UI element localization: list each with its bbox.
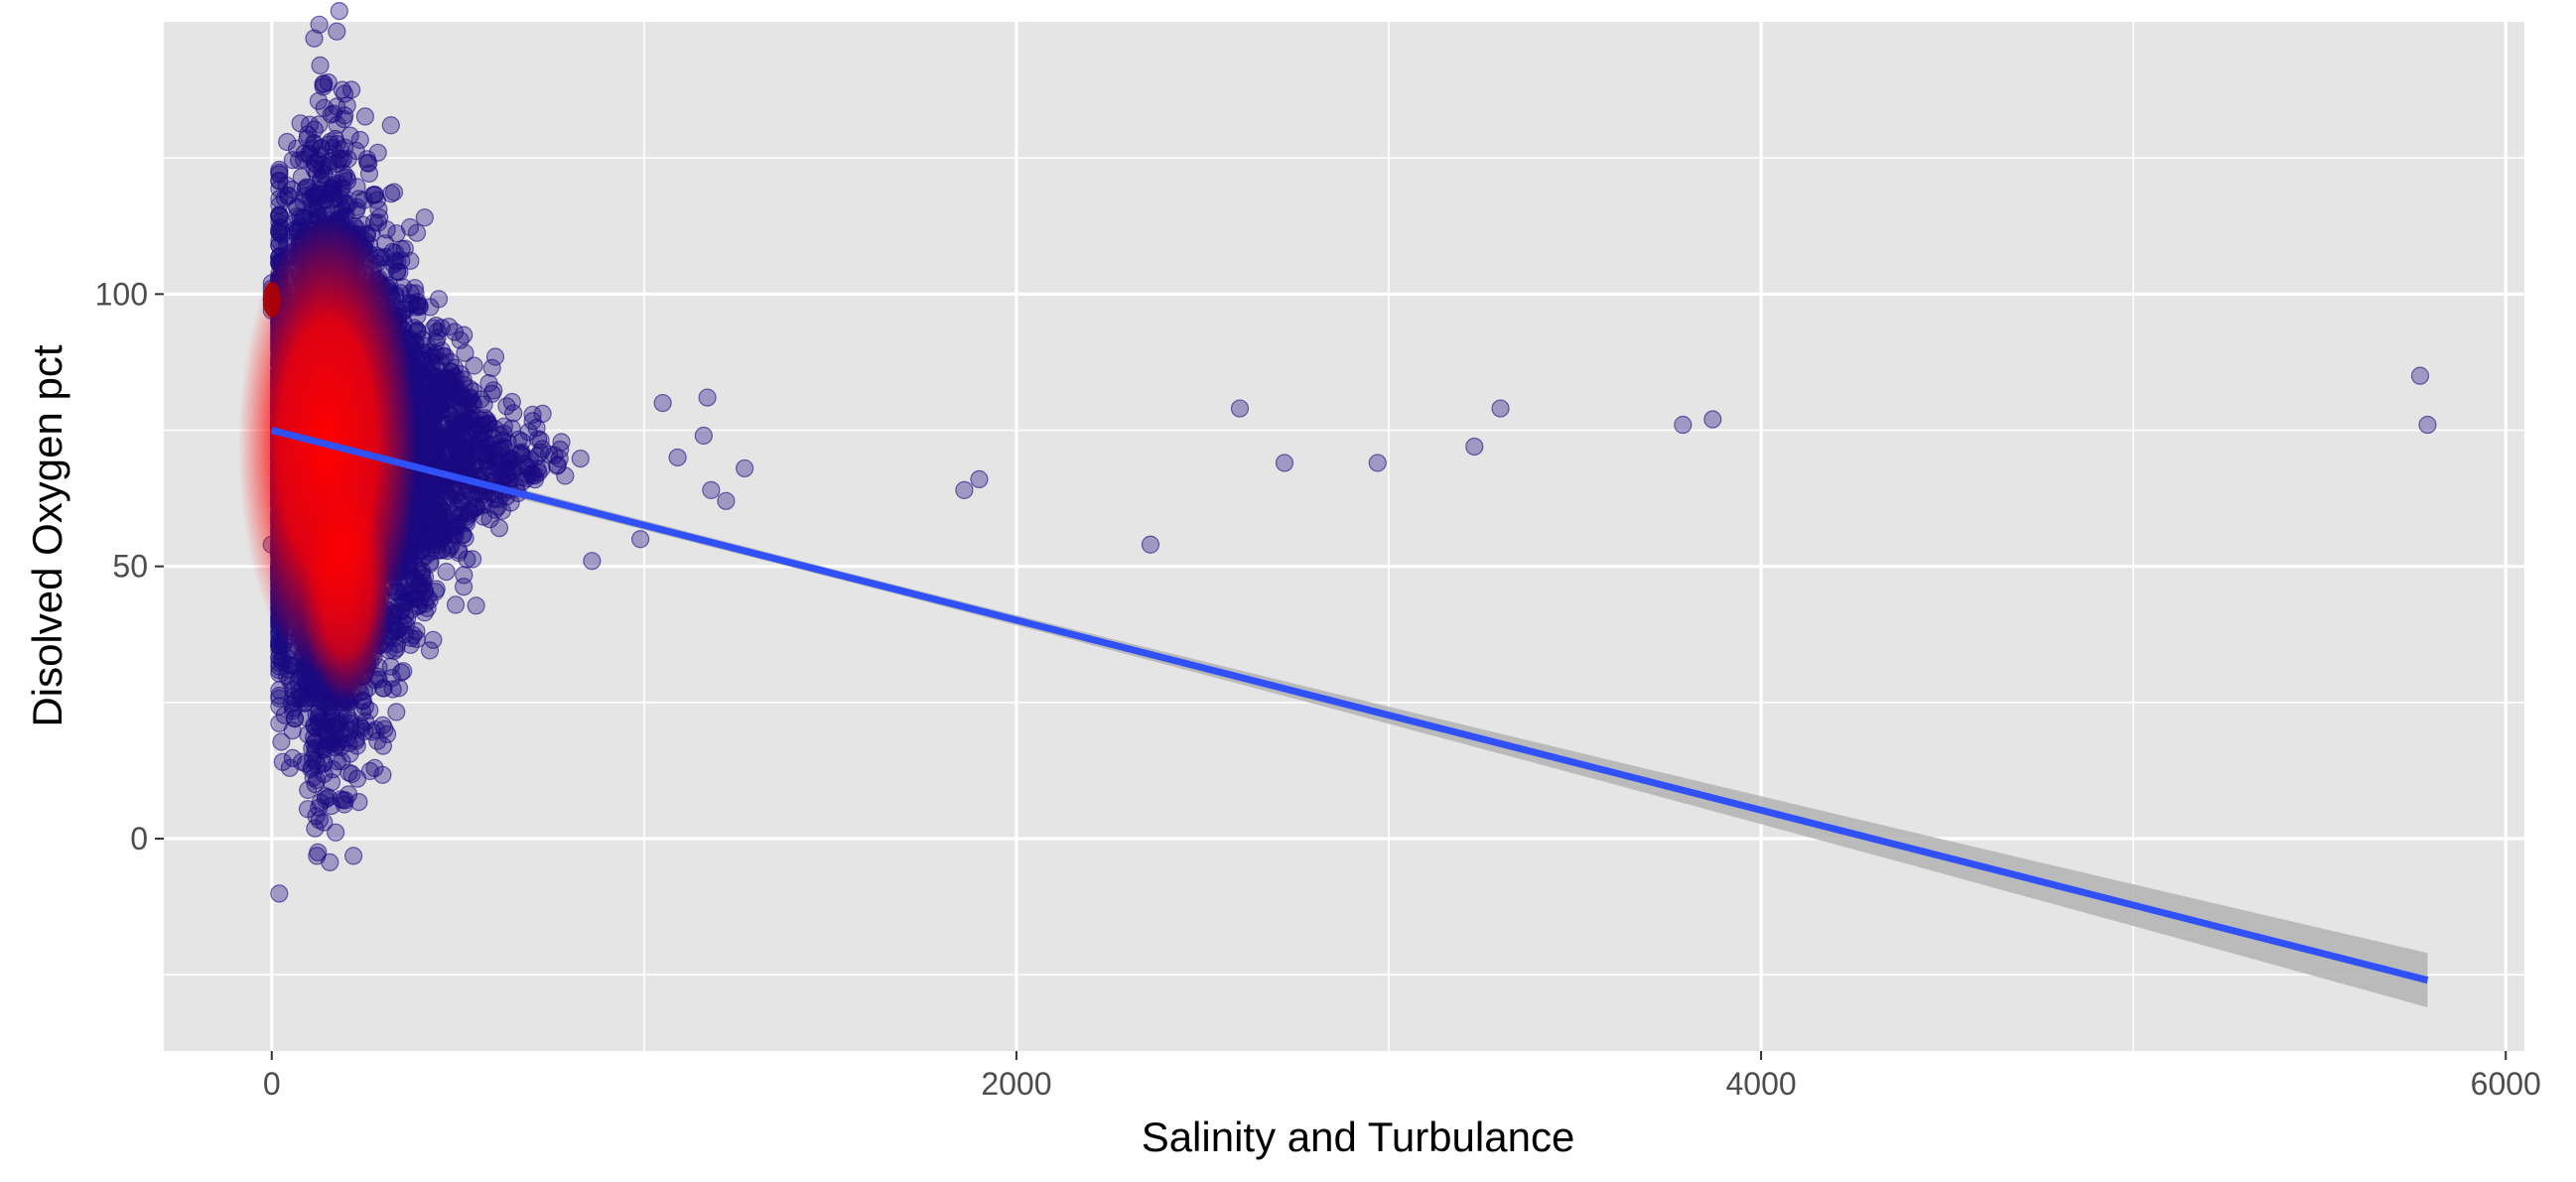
- data-point: [328, 22, 346, 41]
- data-point: [482, 358, 501, 377]
- data-point: [455, 566, 474, 585]
- data-point: [485, 347, 505, 366]
- data-point: [407, 223, 427, 242]
- data-point: [270, 884, 289, 903]
- plot-background: [164, 22, 2524, 1051]
- data-point: [327, 823, 345, 842]
- data-point: [272, 732, 291, 751]
- data-point: [360, 701, 379, 720]
- data-point: [355, 107, 374, 126]
- data-point: [571, 450, 590, 468]
- data-point: [437, 562, 456, 582]
- data-point: [349, 792, 368, 812]
- data-point: [387, 703, 406, 722]
- data-point: [278, 132, 297, 152]
- points-layer: [238, 2, 2437, 903]
- data-point: [446, 595, 466, 614]
- minor-gridlines: [164, 22, 2524, 1051]
- data-point: [344, 847, 363, 865]
